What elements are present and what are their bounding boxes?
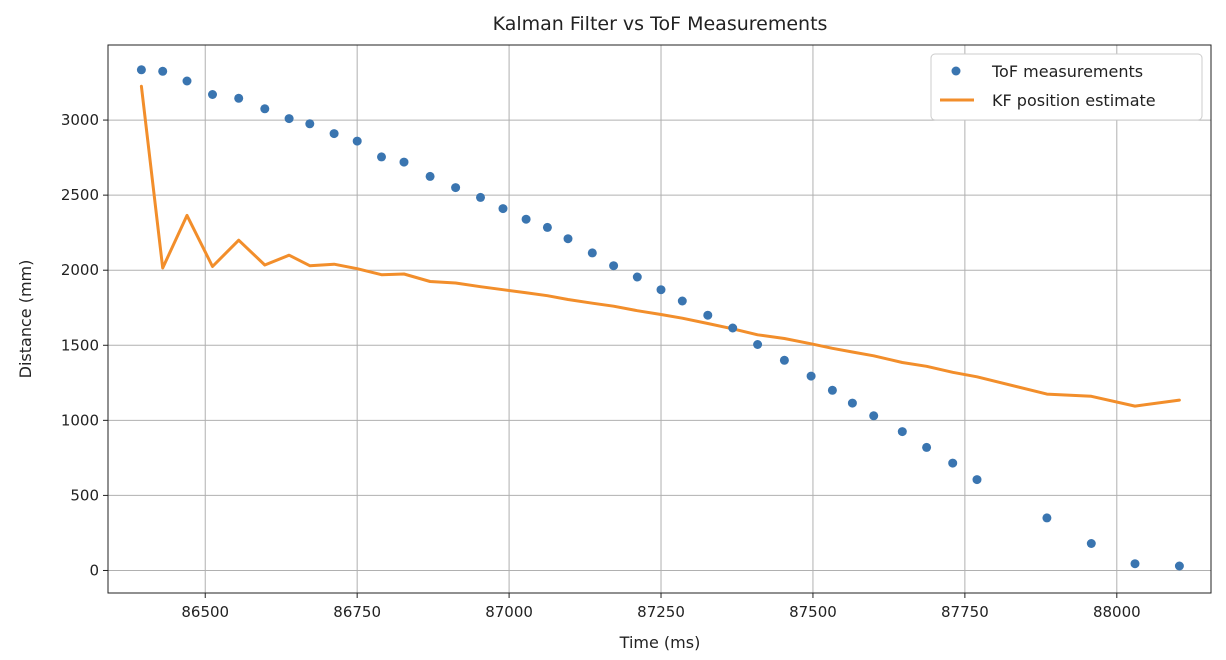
tof-point [948,458,958,468]
tof-point [1086,539,1096,548]
tof-point [182,76,192,86]
kf-series [139,84,1181,408]
legend-label-kf: KF position estimate [992,91,1156,110]
tick-label-y: 500 [70,486,99,504]
tick-label-x: 88000 [1093,603,1141,621]
tof-point [352,136,362,146]
tof-point [847,398,857,408]
tof-point [897,427,907,437]
chart-title: Kalman Filter vs ToF Measurements [493,13,828,35]
tof-point [609,261,619,271]
tof-point [827,385,837,395]
legend-marker-tof [951,66,961,76]
legend-label-tof: ToF measurements [991,62,1143,81]
tof-point [1174,561,1184,571]
legend-box [930,53,1203,121]
tof-point [677,296,687,306]
x-axis-label: Time (ms) [619,633,701,652]
tick-label-y: 1000 [61,411,99,429]
kf-estimate-line [139,84,1181,408]
tof-point [922,442,932,452]
tof-point [869,411,879,421]
tof-point [208,90,217,99]
tof-point [234,93,244,103]
tof-point [377,152,386,162]
tick-label-y: 3000 [61,111,99,129]
tof-point [451,183,461,193]
tof-point [542,222,552,232]
y-axis-label: Distance (mm) [16,260,35,379]
tof-point [563,234,573,244]
tick-label-y: 2500 [61,186,99,204]
tof-point [260,104,270,114]
tof-point [476,192,485,202]
tof-point [305,119,315,129]
tof-point [425,171,435,181]
tof-point [632,272,642,282]
tof-point [284,114,294,124]
tick-label-x: 87750 [941,603,989,621]
tick-label-x: 87500 [789,603,837,621]
tick-label-y: 0 [89,561,99,579]
tof-point [779,355,789,365]
tof-point [806,371,816,381]
tof-point [587,248,597,258]
tof-point [399,157,409,167]
grid-lines [108,45,1211,593]
tof-series [136,65,1184,571]
tof-point [703,310,713,320]
tof-point [498,204,508,214]
tof-point [158,66,168,76]
tick-label-x: 86750 [333,603,381,621]
tof-point [136,65,146,75]
y-axis-ticks: 0 500 1000 1500 2000 2500 3000 [61,111,108,579]
tof-point [1042,513,1052,523]
tof-point [972,475,982,485]
tick-label-x: 87250 [637,603,685,621]
tick-label-x: 86500 [181,603,229,621]
legend: ToF measurements KF position estimate [930,53,1203,121]
x-axis-ticks: 86500 86750 87000 87250 87500 87750 88000 [181,593,1141,621]
tof-point [329,129,339,139]
tick-label-x: 87000 [485,603,533,621]
tof-point [1130,559,1140,569]
tof-point [728,323,738,333]
tick-label-y: 1500 [61,336,99,354]
tof-point [521,214,531,224]
tof-point [656,285,666,295]
tick-label-y: 2000 [61,261,99,279]
tof-point [753,340,763,349]
plot-frame [107,44,1212,594]
